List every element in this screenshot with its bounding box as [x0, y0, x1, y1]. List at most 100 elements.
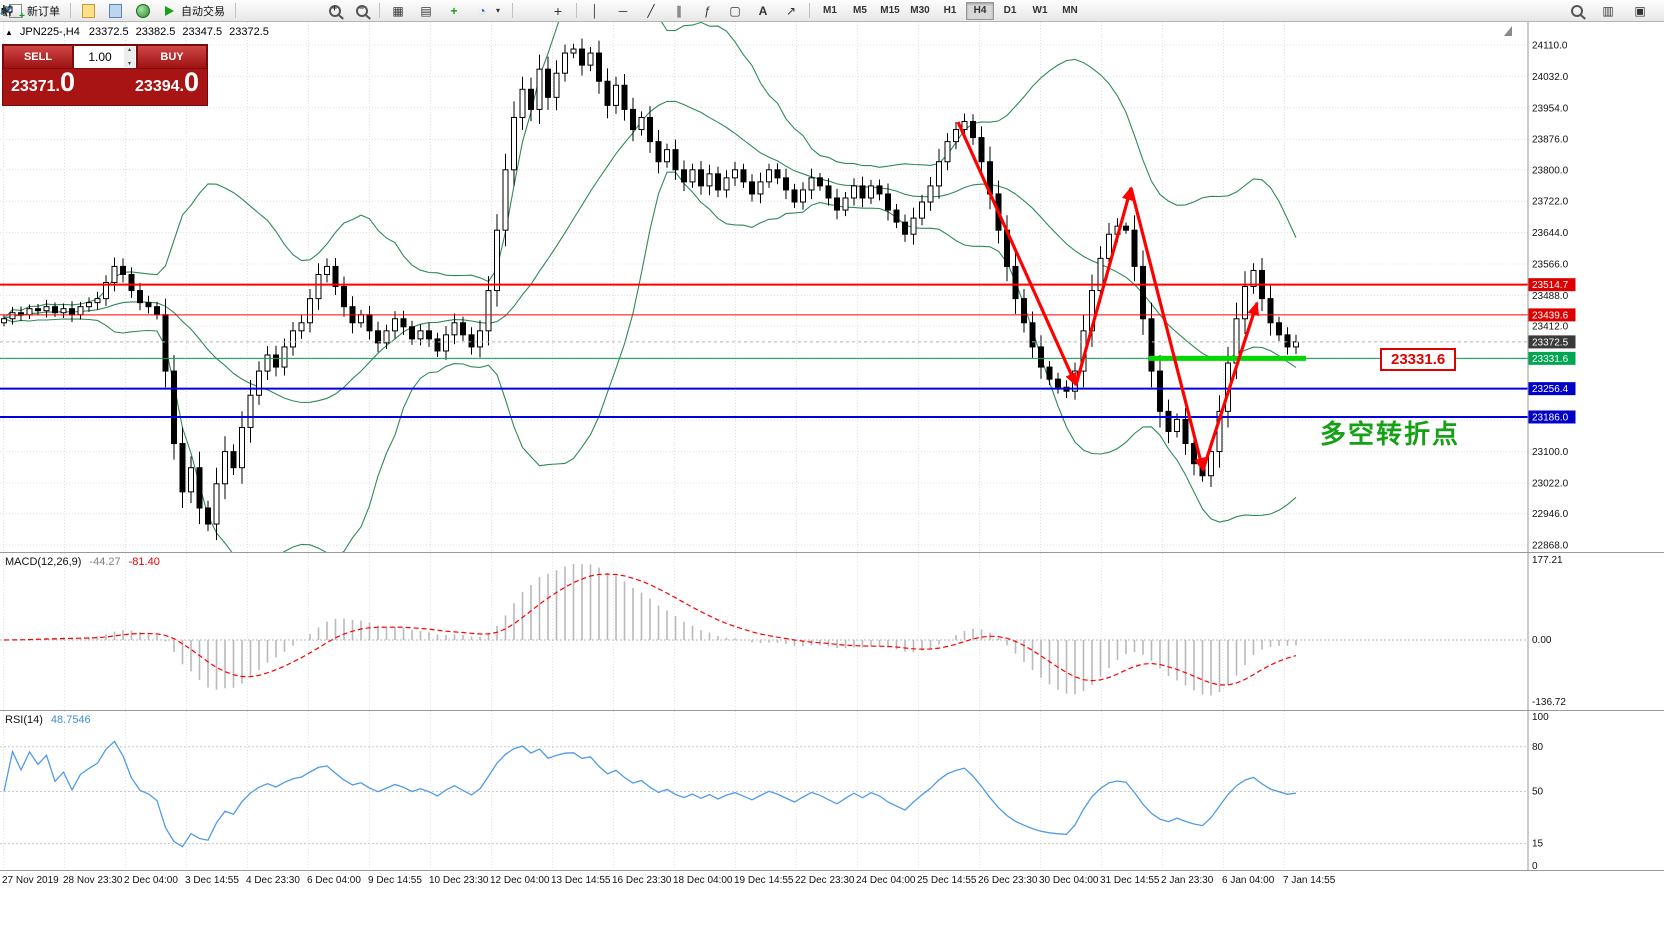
- time-axis-label: 13 Dec 14:55: [551, 875, 611, 886]
- timeframe-button-d1[interactable]: D1: [1003, 5, 1017, 16]
- time-axis-label: 3 Dec 14:55: [185, 875, 239, 886]
- svg-text:22946.0: 22946.0: [1532, 509, 1569, 520]
- trendline-tool[interactable]: ╱: [638, 1, 664, 21]
- charts-button[interactable]: [76, 1, 101, 21]
- panel-separator: [0, 870, 1664, 871]
- time-axis-label: 26 Dec 23:30: [978, 875, 1038, 886]
- timeframe-button-m30[interactable]: M30: [910, 5, 930, 16]
- candlestick-chart-icon: [2, 3, 288, 18]
- buy-button[interactable]: BUY: [137, 45, 207, 69]
- svg-text:23372.5: 23372.5: [1532, 337, 1569, 348]
- panel-button[interactable]: ▣: [1627, 1, 1653, 21]
- buy-price: 23394.0: [135, 67, 199, 97]
- svg-text:23256.4: 23256.4: [1532, 384, 1569, 395]
- search-button[interactable]: [1564, 1, 1589, 21]
- crosshair-icon: +: [553, 2, 563, 19]
- new-order-label: 新订单: [27, 5, 60, 18]
- vertical-line-tool[interactable]: │: [582, 1, 608, 21]
- time-axis-label: 16 Dec 23:30: [612, 875, 672, 886]
- timeframe-button-h4[interactable]: H4: [966, 1, 994, 20]
- auto-trading-button[interactable]: 自动交易: [157, 1, 230, 21]
- time-axis[interactable]: 27 Nov 2019 28 Nov 23:30 2 Dec 04:00 3 Dec …: [0, 871, 1664, 891]
- sell-button[interactable]: SELL: [3, 45, 73, 69]
- price-level-label[interactable]: 23331.6: [1380, 348, 1457, 371]
- time-axis-label: 25 Dec 14:55: [917, 875, 977, 886]
- svg-text:23439.6: 23439.6: [1532, 310, 1569, 321]
- new-order-button[interactable]: 新订单: [3, 1, 65, 22]
- panel-separator[interactable]: [0, 552, 1664, 553]
- volume-input[interactable]: 1.00 ▴ ▾: [73, 45, 137, 69]
- templates-button[interactable]: ▤: [413, 1, 439, 21]
- charts-icon: [81, 3, 96, 18]
- volume-stepper[interactable]: ▴ ▾: [124, 47, 135, 67]
- timeframe-button-h1[interactable]: H1: [943, 5, 957, 16]
- macd-label: MACD(12,26,9) -44.27 -81.40: [5, 556, 160, 568]
- tile-windows-button[interactable]: ▦: [385, 1, 411, 21]
- line-chart-icon: [0, 3, 315, 18]
- turning-point-annotation[interactable]: 多空转折点: [1320, 419, 1461, 449]
- timeframe-button-m1[interactable]: M1: [823, 5, 837, 16]
- volume-down-icon[interactable]: ▾: [127, 61, 131, 67]
- cursor-icon: [3, 3, 538, 18]
- period-clock-icon: ◔: [478, 3, 486, 18]
- svg-text:23954.0: 23954.0: [1532, 103, 1569, 114]
- svg-text:177.21: 177.21: [1532, 555, 1563, 566]
- new-window-button[interactable]: ▥: [1595, 1, 1621, 21]
- zoom-out-icon: [354, 3, 369, 18]
- channel-tool[interactable]: ∥: [666, 1, 692, 21]
- macd-signal-value: -81.40: [128, 556, 160, 568]
- crosshair-button[interactable]: +: [545, 1, 571, 21]
- text-tool[interactable]: A: [750, 1, 776, 21]
- timeframe-button-m5[interactable]: M5: [853, 5, 867, 16]
- periods-button[interactable]: ◔ ▾: [469, 1, 507, 21]
- timeframe-button-mn[interactable]: MN: [1062, 5, 1078, 16]
- rsi-line: [3, 740, 1297, 848]
- scroll-to-end-icon[interactable]: [1504, 26, 1512, 36]
- zoom-in-button[interactable]: [322, 1, 347, 21]
- horizontal-line-tool[interactable]: ─: [610, 1, 636, 21]
- toolbar-separator: [512, 3, 513, 18]
- vertical-line-icon: │: [591, 3, 599, 18]
- market-watch-button[interactable]: [103, 1, 128, 21]
- svg-text:100: 100: [1532, 712, 1549, 723]
- main-chart[interactable]: 24110.0 24032.0 23954.0 23876.0 23800.0 23722…: [0, 22, 1664, 553]
- cursor-button[interactable]: [3, 1, 543, 21]
- quote-high: 23382.5: [135, 26, 176, 38]
- time-axis-label: 30 Dec 04:00: [1039, 875, 1099, 886]
- time-axis-label: 19 Dec 14:55: [734, 875, 794, 886]
- arrows-tool[interactable]: ↗: [778, 1, 804, 21]
- price-axis: 24110.0 24032.0 23954.0 23876.0 23800.0 23722…: [1532, 41, 1569, 552]
- horizontal-level-lines[interactable]: [0, 283, 1528, 418]
- sell-price: 23371.0: [11, 67, 75, 97]
- shapes-tool[interactable]: ▢: [722, 1, 748, 21]
- panel-separator[interactable]: [0, 710, 1664, 711]
- volume-up-icon[interactable]: ▴: [127, 47, 131, 53]
- time-axis-label: 2 Dec 04:00: [124, 875, 178, 886]
- macd-panel[interactable]: 177.21 0.00 -136.72: [0, 553, 1664, 710]
- expand-icon[interactable]: ▲: [5, 27, 13, 37]
- chart-symbol-quote: ▲ JPN225-,H4 23372.5 23382.5 23347.5 233…: [5, 26, 269, 38]
- indicators-button[interactable]: +: [441, 1, 467, 21]
- trend-zigzag-annotation[interactable]: [956, 121, 1260, 472]
- line-chart-button[interactable]: [0, 1, 320, 21]
- fibonacci-tool[interactable]: ƒ: [694, 1, 720, 21]
- macd-histogram: [11, 564, 1297, 696]
- time-axis-label: 27 Nov 2019: [2, 875, 59, 886]
- svg-text:22868.0: 22868.0: [1532, 541, 1569, 552]
- toolbar-separator: [809, 3, 810, 18]
- refresh-button[interactable]: [130, 1, 155, 21]
- timeframe-button-w1[interactable]: W1: [1032, 5, 1048, 16]
- grid: [0, 22, 1528, 553]
- play-icon: [162, 3, 177, 18]
- zoom-out-button[interactable]: [349, 1, 374, 21]
- svg-text:24032.0: 24032.0: [1532, 72, 1569, 83]
- bar-chart-button[interactable]: [1, 1, 266, 21]
- rsi-panel[interactable]: 100 80 50 15 0: [0, 711, 1664, 870]
- timeframe-button-m15[interactable]: M15: [880, 5, 900, 16]
- candles: [1, 38, 1299, 541]
- price-badges: 23514.7 23439.6 23372.5 23331.6 23256.4 23186…: [1528, 278, 1576, 424]
- toolbar: 新订单 自动交易 ▦ ▤ +: [0, 0, 1664, 22]
- time-axis-label: 9 Dec 14:55: [368, 875, 422, 886]
- candlestick-chart-button[interactable]: [2, 1, 293, 21]
